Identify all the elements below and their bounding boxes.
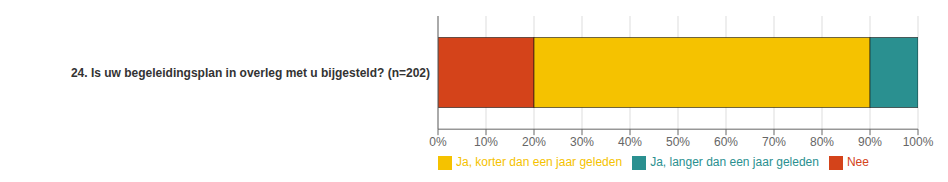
svg-text:90%: 90% <box>858 135 882 149</box>
html-text:Ja, korter dan een jaar gelede: Ja, korter dan een jaar geleden <box>456 155 623 170</box>
svg-text:20%: 20% <box>522 135 546 149</box>
svg-text:24. Is uw begeleidingsplan in: 24. Is uw begeleidingsplan in overleg me… <box>71 66 430 80</box>
svg-text:40%: 40% <box>618 135 642 149</box>
svg-text:80%: 80% <box>810 135 834 149</box>
html-text:Nee: Nee <box>846 155 869 170</box>
svg-text:30%: 30% <box>570 135 594 149</box>
svg-text:0%: 0% <box>429 135 447 149</box>
svg-text:60%: 60% <box>714 135 738 149</box>
svg-text:10%: 10% <box>474 135 498 149</box>
html-text:Ja, langer dan een jaar gelede: Ja, langer dan een jaar geleden <box>650 155 819 170</box>
svg-text:70%: 70% <box>762 135 786 149</box>
svg-text:100%: 100% <box>903 135 934 149</box>
svg-text:50%: 50% <box>666 135 690 149</box>
